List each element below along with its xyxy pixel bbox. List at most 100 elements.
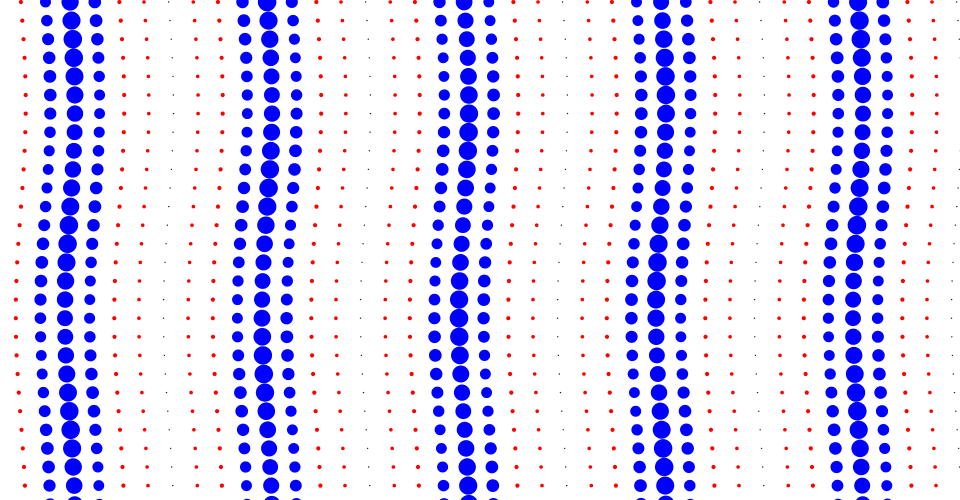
- dot: [634, 479, 647, 492]
- dot: [59, 215, 79, 235]
- dot: [90, 442, 103, 455]
- dot: [563, 19, 565, 22]
- dot: [146, 74, 151, 79]
- dot: [429, 275, 441, 287]
- dot: [728, 316, 732, 320]
- dot: [538, 446, 542, 451]
- dot: [166, 224, 169, 226]
- dot: [809, 167, 814, 172]
- dot: [828, 14, 841, 27]
- dot: [778, 279, 782, 283]
- dot: [122, 92, 127, 98]
- dot: [809, 37, 814, 42]
- dot: [512, 18, 517, 23]
- dot: [240, 145, 252, 157]
- dot: [365, 429, 367, 431]
- dot: [653, 439, 673, 458]
- dot: [57, 328, 74, 345]
- dot: [314, 204, 319, 209]
- dot: [361, 261, 363, 264]
- dot: [731, 223, 736, 227]
- dot: [415, 37, 420, 42]
- dot: [344, 93, 348, 97]
- dot: [801, 297, 806, 302]
- dot: [392, 74, 397, 79]
- dot: [487, 126, 500, 139]
- dot: [362, 391, 365, 394]
- dot: [854, 86, 872, 104]
- dot: [729, 353, 733, 358]
- dot: [556, 298, 559, 301]
- dot: [900, 297, 905, 302]
- dot: [651, 216, 669, 234]
- dot: [89, 423, 102, 436]
- dot: [86, 386, 99, 399]
- dot: [433, 405, 445, 417]
- dot: [66, 86, 84, 104]
- dot: [285, 0, 298, 9]
- dot: [263, 123, 281, 141]
- dot: [417, 92, 422, 98]
- dot: [734, 186, 739, 190]
- dot: [584, 223, 588, 227]
- dot: [231, 312, 243, 324]
- dot: [367, 38, 369, 40]
- dot: [626, 349, 639, 362]
- dot: [563, 447, 566, 450]
- dot: [118, 18, 123, 23]
- dot: [116, 223, 121, 228]
- dot: [559, 243, 561, 245]
- dot: [613, 55, 618, 60]
- dot: [684, 70, 697, 83]
- dot: [216, 427, 221, 432]
- dot: [762, 150, 765, 152]
- dot: [61, 420, 80, 440]
- dot: [255, 383, 275, 402]
- dot: [540, 483, 544, 488]
- dot: [845, 346, 863, 364]
- dot: [281, 275, 293, 287]
- dot: [411, 223, 416, 228]
- dot: [285, 405, 297, 417]
- dot: [236, 423, 250, 436]
- dot: [389, 18, 394, 23]
- dot: [678, 404, 692, 418]
- dot: [758, 1, 761, 3]
- dot: [366, 19, 368, 22]
- dot: [163, 336, 165, 338]
- dot: [190, 409, 195, 413]
- dot: [731, 390, 735, 395]
- dot: [319, 92, 324, 98]
- dot: [84, 294, 96, 306]
- dot: [652, 420, 671, 439]
- dot: [314, 427, 320, 432]
- dot: [94, 108, 106, 120]
- dot: [359, 317, 362, 319]
- dot: [566, 484, 568, 487]
- dot: [58, 365, 76, 383]
- dot: [807, 427, 812, 432]
- dot: [280, 330, 294, 344]
- dot: [761, 168, 764, 171]
- dot: [337, 223, 342, 227]
- dot: [253, 309, 271, 327]
- dot: [829, 442, 842, 455]
- dot: [458, 31, 475, 48]
- dot: [414, 446, 419, 451]
- dot: [138, 353, 142, 358]
- dot: [763, 112, 766, 115]
- dot: [232, 256, 245, 269]
- dot: [416, 148, 421, 153]
- dot: [658, 495, 674, 500]
- dot: [954, 224, 957, 226]
- dot: [288, 442, 300, 454]
- dot: [142, 204, 146, 209]
- dot: [254, 364, 274, 384]
- dot: [810, 483, 815, 488]
- dot: [384, 260, 389, 265]
- dot: [120, 167, 125, 172]
- dot: [763, 131, 765, 133]
- dot: [675, 349, 688, 361]
- dot: [647, 309, 665, 327]
- dot: [335, 372, 340, 376]
